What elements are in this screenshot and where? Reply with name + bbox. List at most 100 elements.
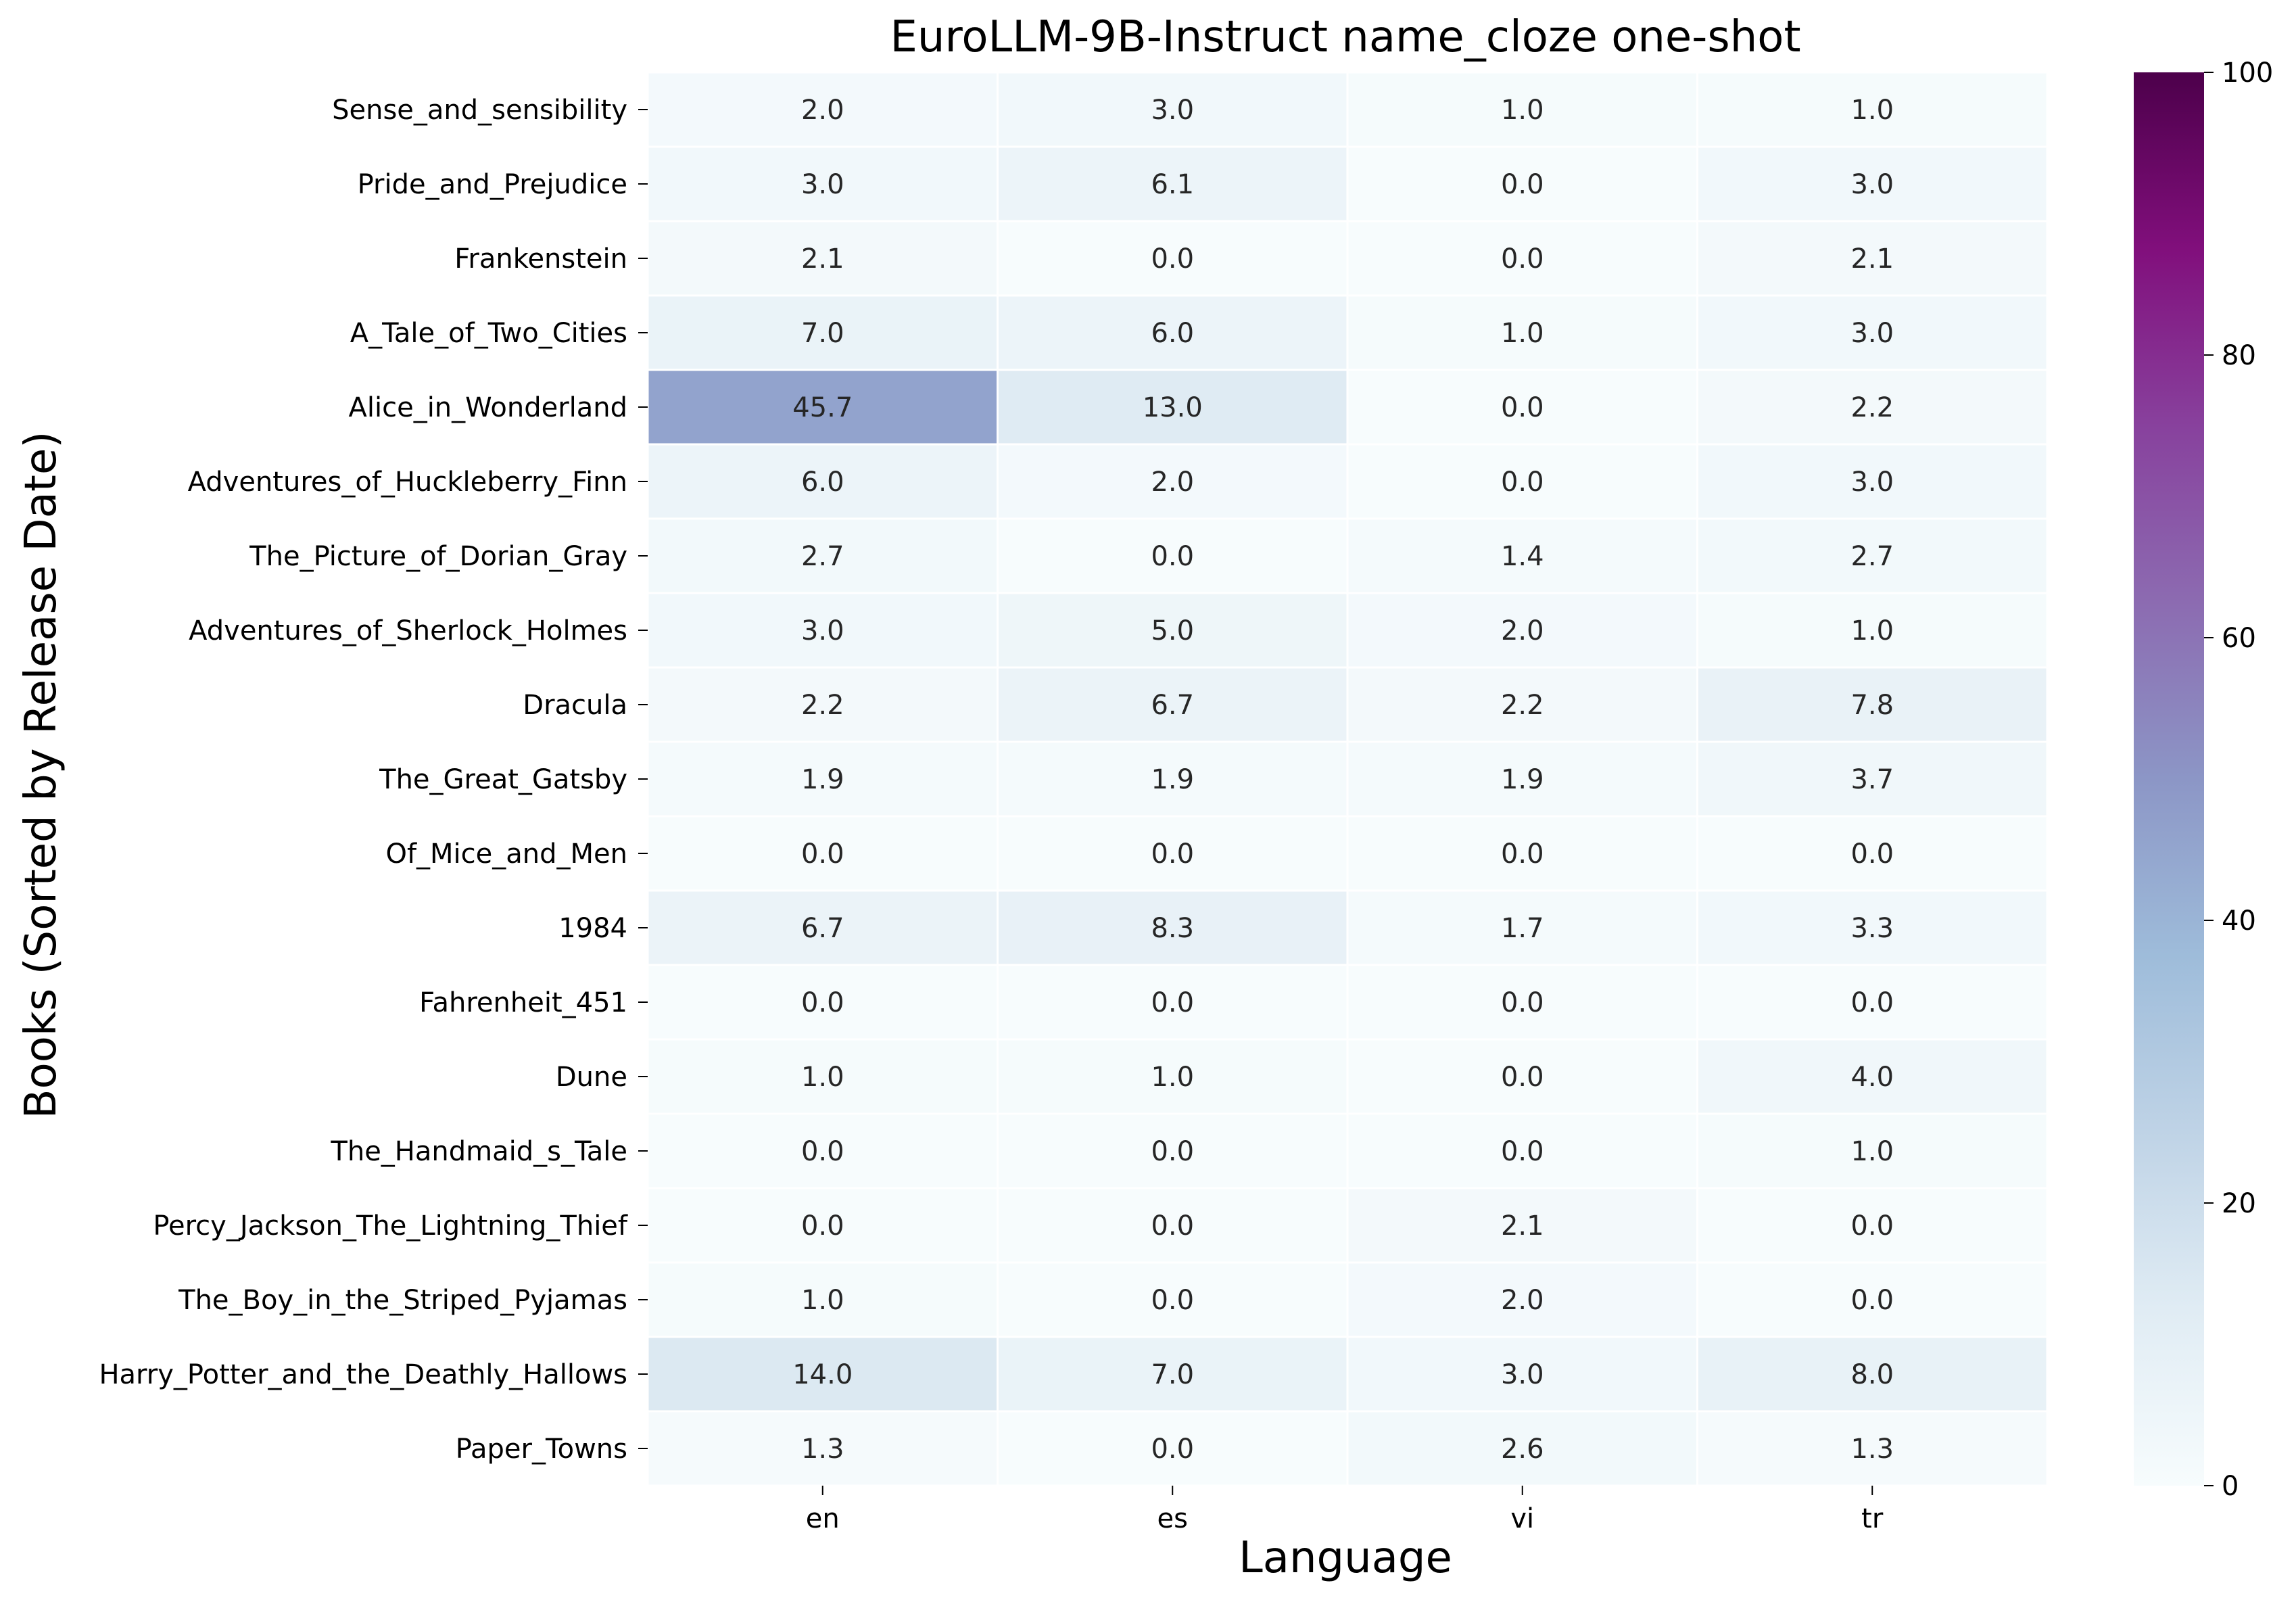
heatmap-cell <box>1346 592 1698 669</box>
cell-value-label: 1.0 <box>1850 615 1894 646</box>
heatmap-cell <box>646 443 999 520</box>
y-tick-label: A_Tale_of_Two_Cities <box>350 318 627 349</box>
cell-value-label: 0.0 <box>1501 987 1544 1018</box>
heatmap-cell <box>1346 369 1698 446</box>
heatmap-cell <box>1696 1336 2049 1413</box>
heatmap-cell <box>1346 1261 1698 1338</box>
heatmap-cell <box>646 71 999 148</box>
y-tick-label: The_Handmaid_s_Tale <box>330 1136 627 1167</box>
cell-value-label: 3.0 <box>801 615 844 646</box>
heatmap-cell <box>997 592 1349 669</box>
heatmap-cell <box>646 369 999 446</box>
y-tick-label: Sense_and_sensibility <box>332 95 627 126</box>
heatmap-cell <box>1346 964 1698 1041</box>
y-tick-label: Dune <box>556 1062 627 1093</box>
cell-value-label: 0.0 <box>1151 1210 1194 1242</box>
heatmap-cell <box>997 889 1349 966</box>
colorbar-tick-label: 60 <box>2222 623 2256 654</box>
heatmap-cell <box>1696 666 2049 743</box>
heatmap-cells: 2.0 3.0 1.0 1.0 3.0 6.1 0.0 3.0 2.1 0.0 0.0 2.1 7.0 6… <box>646 71 2049 1487</box>
cell-value-label: 3.0 <box>801 169 844 200</box>
cell-value-label: 2.7 <box>1850 541 1894 572</box>
cell-value-label: 0.0 <box>1501 1062 1544 1093</box>
cell-value-label: 0.0 <box>1151 1136 1194 1167</box>
heatmap-cell <box>1696 1112 2049 1189</box>
chart-title: EuroLLM-9B-Instruct name_cloze one-shot <box>890 12 1800 62</box>
heatmap-cell <box>1346 443 1698 520</box>
heatmap-cell <box>997 964 1349 1041</box>
heatmap-cell <box>1696 889 2049 966</box>
heatmap-cell <box>997 517 1349 594</box>
cell-value-label: 4.0 <box>1850 1062 1894 1093</box>
y-tick-label: The_Picture_of_Dorian_Gray <box>249 541 627 572</box>
cell-value-label: 0.0 <box>801 1136 844 1167</box>
heatmap-cell <box>1696 964 2049 1041</box>
cell-value-label: 8.3 <box>1151 913 1194 944</box>
cell-value-label: 0.0 <box>1850 987 1894 1018</box>
cell-value-label: 1.3 <box>801 1434 844 1465</box>
cell-value-label: 2.6 <box>1501 1434 1544 1465</box>
heatmap-cell <box>1346 1187 1698 1264</box>
colorbar: 0 20 40 60 80 100 <box>2134 57 2273 1502</box>
cell-value-label: 1.0 <box>1850 95 1894 126</box>
cell-value-label: 0.0 <box>1850 1285 1894 1316</box>
cell-value-label: 0.0 <box>1151 243 1194 275</box>
cell-value-label: 0.0 <box>1501 392 1544 423</box>
heatmap-cell <box>1696 294 2049 371</box>
colorbar-tick-label: 20 <box>2222 1188 2256 1219</box>
heatmap-cell <box>1696 1038 2049 1115</box>
cell-value-label: 1.0 <box>1850 1136 1894 1167</box>
y-tick-label: Of_Mice_and_Men <box>385 839 627 870</box>
heatmap-cell <box>646 517 999 594</box>
colorbar-tick-label: 100 <box>2222 57 2273 89</box>
colorbar-gradient <box>2134 72 2204 1486</box>
y-tick-label: Adventures_of_Sherlock_Holmes <box>189 615 627 646</box>
cell-value-label: 45.7 <box>792 392 853 423</box>
cell-value-label: 0.0 <box>1501 1136 1544 1167</box>
heatmap-cell <box>1696 815 2049 892</box>
heatmap-cell <box>646 294 999 371</box>
heatmap-cell <box>997 1187 1349 1264</box>
cell-value-label: 2.2 <box>1501 690 1544 721</box>
cell-value-label: 0.0 <box>1151 987 1194 1018</box>
heatmap-cell <box>1346 740 1698 818</box>
cell-value-label: 0.0 <box>1501 169 1544 200</box>
cell-value-label: 2.0 <box>1501 1285 1544 1316</box>
cell-value-label: 1.7 <box>1501 913 1544 944</box>
heatmap-cell <box>1696 517 2049 594</box>
cell-value-label: 1.9 <box>1151 764 1194 795</box>
cell-value-label: 3.0 <box>1850 467 1894 498</box>
cell-value-label: 3.0 <box>1850 169 1894 200</box>
cell-value-label: 7.8 <box>1850 690 1894 721</box>
x-axis-label: Language <box>1239 1533 1452 1583</box>
cell-value-label: 3.7 <box>1850 764 1894 795</box>
heatmap-cell <box>1696 369 2049 446</box>
y-tick-label: Paper_Towns <box>456 1434 627 1465</box>
cell-value-label: 3.0 <box>1151 95 1194 126</box>
cell-value-label: 3.0 <box>1501 1359 1544 1390</box>
y-tick-label: The_Great_Gatsby <box>379 764 627 795</box>
cell-value-label: 1.9 <box>801 764 844 795</box>
cell-value-label: 0.0 <box>801 1210 844 1242</box>
cell-value-label: 6.0 <box>801 467 844 498</box>
heatmap-cell <box>997 1038 1349 1115</box>
heatmap-cell <box>997 443 1349 520</box>
cell-value-label: 1.0 <box>1501 95 1544 126</box>
y-tick-label: Pride_and_Prejudice <box>358 169 627 200</box>
cell-value-label: 1.4 <box>1501 541 1544 572</box>
y-tick-label: Harry_Potter_and_the_Deathly_Hallows <box>99 1359 627 1390</box>
cell-value-label: 5.0 <box>1151 615 1194 646</box>
cell-value-label: 3.0 <box>1850 318 1894 349</box>
heatmap-cell <box>1346 294 1698 371</box>
heatmap-cell <box>1696 1261 2049 1338</box>
cell-value-label: 7.0 <box>801 318 844 349</box>
cell-value-label: 0.0 <box>1850 1210 1894 1242</box>
cell-value-label: 6.0 <box>1151 318 1194 349</box>
y-tick-label: Fahrenheit_451 <box>419 987 627 1018</box>
cell-value-label: 2.1 <box>1501 1210 1544 1242</box>
heatmap-cell <box>997 71 1349 148</box>
x-tick-label: en <box>806 1503 840 1534</box>
y-tick-label: The_Boy_in_the_Striped_Pyjamas <box>178 1285 627 1316</box>
cell-value-label: 0.0 <box>1850 839 1894 870</box>
